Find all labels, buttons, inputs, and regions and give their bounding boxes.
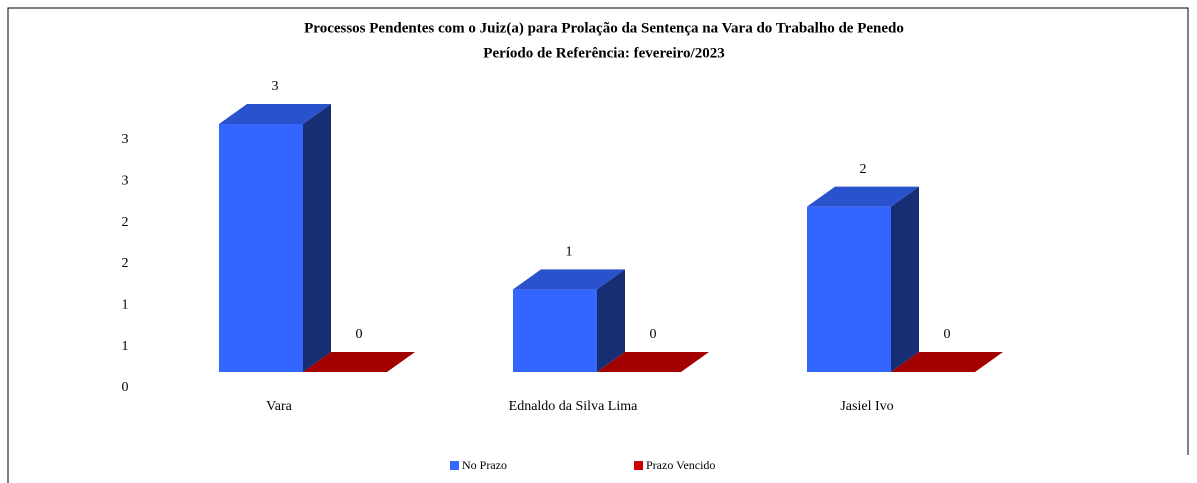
x-tick-label: Jasiel Ivo — [840, 399, 893, 414]
y-tick-label: 3 — [122, 174, 129, 189]
legend-swatch — [450, 461, 459, 470]
chart-subtitle: Período de Referência: fevereiro/2023 — [483, 45, 724, 61]
legend-label: Prazo Vencido — [646, 458, 715, 472]
bar-side — [891, 186, 919, 372]
value-label: 0 — [944, 327, 951, 342]
y-tick-label: 2 — [122, 215, 129, 230]
bar-top — [597, 352, 709, 372]
chart-title: Processos Pendentes com o Juiz(a) para P… — [304, 20, 904, 36]
bar-top — [891, 352, 1003, 372]
value-label: 0 — [356, 327, 363, 342]
y-tick-label: 2 — [122, 256, 129, 271]
bar-top — [219, 104, 331, 124]
y-tick-label: 3 — [122, 132, 129, 147]
bar-front — [219, 124, 303, 372]
value-label: 3 — [272, 79, 279, 94]
x-tick-label: Vara — [266, 399, 292, 414]
legend-label: No Prazo — [462, 458, 507, 472]
bar-side — [303, 104, 331, 372]
bar-front — [513, 289, 597, 372]
y-tick-label: 1 — [122, 298, 129, 313]
bar-side — [597, 269, 625, 372]
bar-top — [303, 352, 415, 372]
y-tick-label: 0 — [122, 380, 129, 395]
value-label: 1 — [566, 245, 573, 260]
y-tick-label: 1 — [122, 339, 129, 354]
frame — [7, 7, 1189, 483]
bar-top — [513, 269, 625, 290]
value-label: 0 — [650, 327, 657, 342]
x-tick-label: Ednaldo da Silva Lima — [509, 399, 638, 414]
legend-swatch — [634, 461, 643, 470]
bar-front — [807, 206, 891, 372]
bar-top — [807, 186, 919, 207]
value-label: 2 — [860, 162, 867, 177]
